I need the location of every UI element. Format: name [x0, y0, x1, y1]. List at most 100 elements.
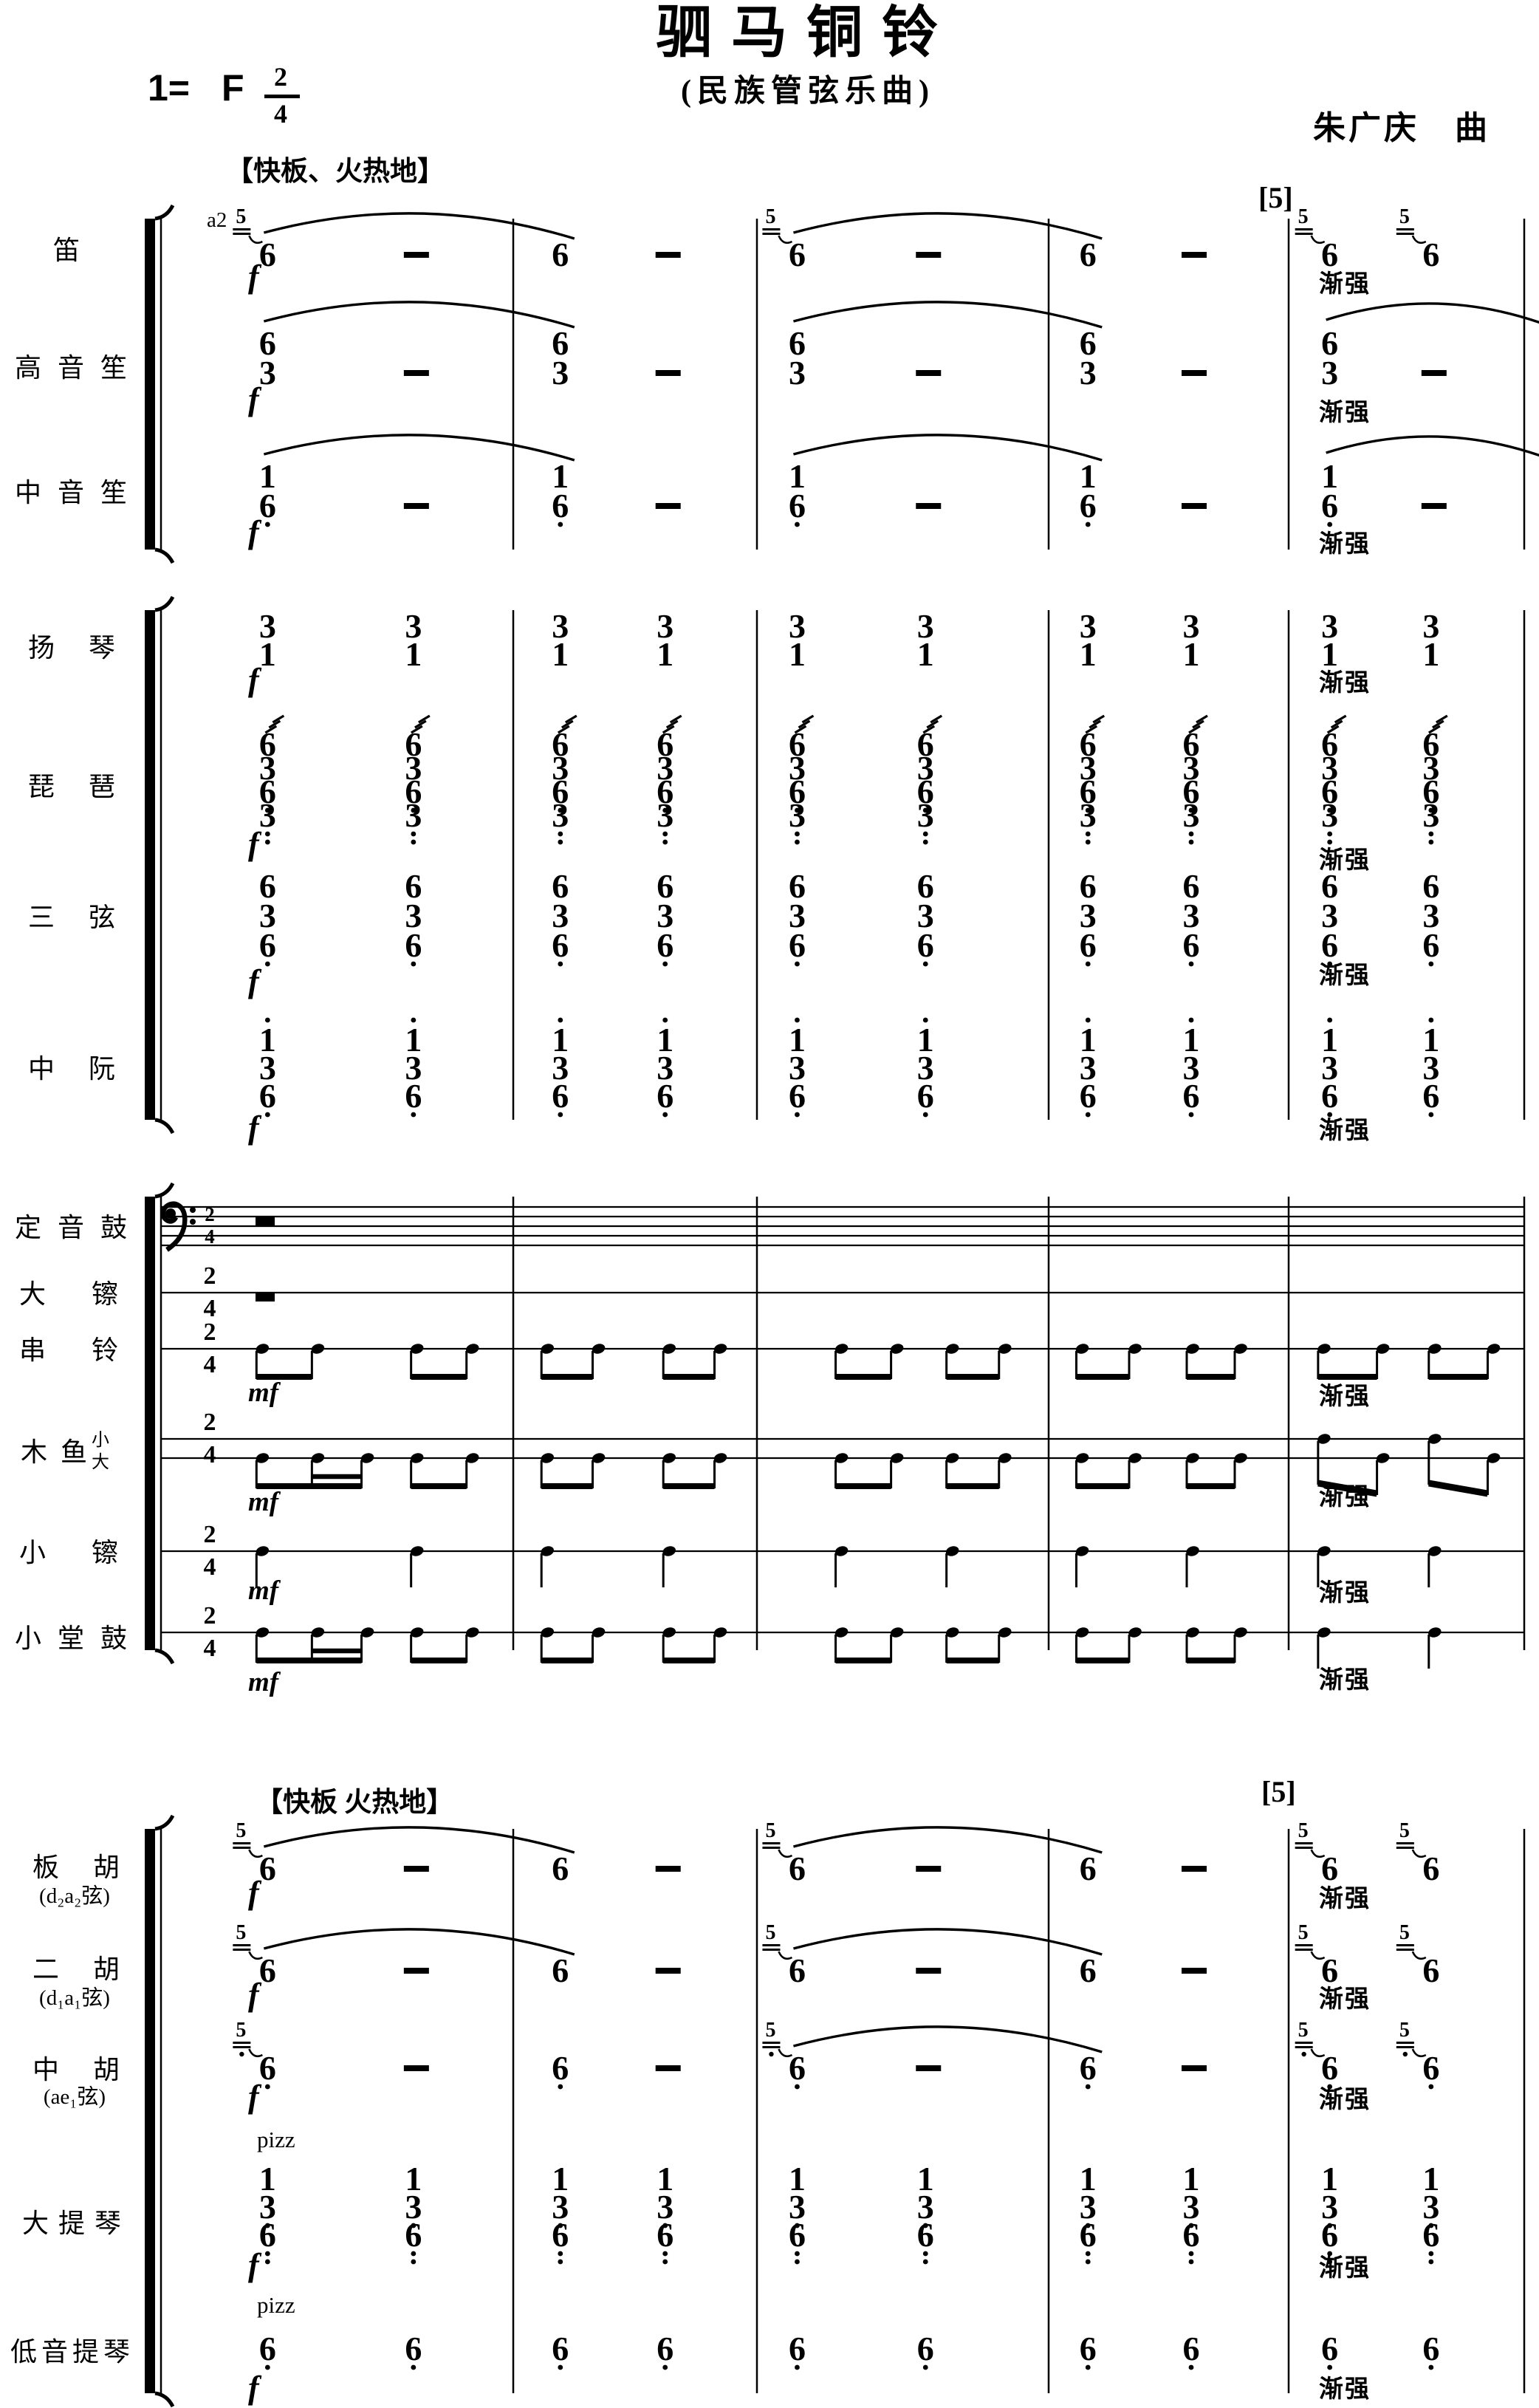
- note-number: 1: [1422, 635, 1440, 673]
- note-number: 3: [1422, 607, 1440, 645]
- note-number: 3: [1422, 749, 1440, 787]
- note-number: 6: [258, 2216, 276, 2254]
- notehead: [1317, 1627, 1331, 1638]
- note-number: 6: [1422, 2330, 1440, 2367]
- octave-dot-below: [1327, 1112, 1333, 1118]
- note-number: 6: [657, 2216, 674, 2254]
- note-number: 1: [258, 1021, 276, 1058]
- note-number: 3: [552, 2188, 569, 2226]
- note-number: 6: [1422, 1850, 1440, 1887]
- slur: [263, 1826, 575, 1854]
- note-number: 6: [258, 324, 276, 362]
- octave-dot-below: [558, 2251, 563, 2257]
- note-number: 6: [258, 926, 276, 964]
- sustain-dash: [916, 2065, 942, 2071]
- note-number: 6: [258, 1077, 276, 1115]
- notehead: [1128, 1453, 1142, 1463]
- sustain-dash: [1182, 503, 1207, 509]
- note-number: 6: [788, 324, 806, 362]
- notehead: [890, 1344, 904, 1354]
- note-number: 6: [1321, 1952, 1339, 1989]
- sustain-dash: [1182, 2065, 1207, 2071]
- note-number: 3: [405, 897, 422, 934]
- time-signature-numerator: 2: [274, 62, 287, 92]
- octave-dot-below: [1085, 2251, 1091, 2257]
- dynamic-f: f: [248, 259, 259, 295]
- note-number: 3: [1182, 1049, 1200, 1087]
- grace-note: 5: [765, 205, 776, 228]
- tremolo-mark: [794, 725, 807, 734]
- notehead: [1427, 1546, 1442, 1556]
- slur: [263, 212, 575, 240]
- note-number: 3: [1182, 749, 1200, 787]
- note-number: 3: [405, 1049, 422, 1087]
- octave-dot-below: [1188, 807, 1194, 813]
- octave-dot-below: [1327, 807, 1333, 813]
- notehead: [465, 1453, 479, 1463]
- composer: 朱广庆 曲: [1313, 110, 1490, 146]
- note-number: 3: [916, 749, 934, 787]
- note-number: 6: [788, 725, 806, 763]
- notehead: [1186, 1344, 1199, 1354]
- note-number: 6: [788, 1850, 806, 1887]
- grace-underline: [233, 1944, 251, 1946]
- grace-hook: [1411, 1951, 1427, 1960]
- note-number: 6: [1422, 773, 1440, 810]
- octave-dot-below: [1428, 2223, 1434, 2229]
- notehead: [834, 1344, 849, 1354]
- note-number: 3: [1182, 796, 1200, 834]
- notehead: [1427, 1344, 1442, 1354]
- octave-dot-below: [558, 831, 563, 837]
- octave-dot-below: [264, 807, 270, 813]
- notehead: [256, 1344, 270, 1354]
- dynamic-mf: mf: [248, 1667, 279, 1697]
- bass-clef-icon: [160, 1201, 188, 1252]
- system-bracket-percussion: [145, 1197, 155, 1650]
- octave-dot-below: [922, 2259, 928, 2265]
- grace-note: 5: [1298, 205, 1309, 228]
- grace-note: 5: [236, 1921, 247, 1944]
- notehead: [465, 1627, 479, 1638]
- time-signature: 2: [203, 1602, 216, 1629]
- slur: [793, 434, 1103, 462]
- note-number: 1: [1422, 2160, 1440, 2197]
- octave-dot-below: [1188, 1112, 1194, 1118]
- octave-dot-below: [411, 807, 417, 813]
- notehead: [834, 1546, 849, 1556]
- pizzicato-label: pizz: [257, 2127, 295, 2152]
- note-number: 1: [1422, 1021, 1440, 1058]
- sustain-dash: [403, 1866, 429, 1872]
- note-number: 6: [552, 926, 569, 964]
- note-number: 6: [1422, 2216, 1440, 2254]
- notehead: [256, 1546, 270, 1556]
- notehead: [256, 1627, 270, 1638]
- octave-dot-above: [1428, 1017, 1434, 1023]
- octave-dot-below: [264, 2251, 270, 2257]
- tremolo-mark: [1085, 725, 1098, 734]
- tremolo-mark: [1326, 725, 1340, 734]
- octave-dot-below: [1085, 831, 1091, 837]
- notehead: [1427, 1627, 1442, 1638]
- note-number: 1: [916, 635, 934, 673]
- note-number: 3: [788, 354, 806, 391]
- crescendo-label: 渐强: [1319, 1118, 1371, 1144]
- grace-underline: [1396, 228, 1414, 230]
- note-number: 6: [552, 1952, 569, 1989]
- notehead: [998, 1627, 1012, 1638]
- tremolo-mark: [798, 719, 811, 729]
- octave-dot-below: [264, 2084, 270, 2090]
- octave-dot-below: [1327, 2259, 1333, 2265]
- note-number: 1: [1321, 1021, 1339, 1058]
- octave-dot-below: [1428, 831, 1434, 837]
- grace-octave-dot: [1402, 2051, 1408, 2057]
- grace-underline: [1295, 2046, 1313, 2048]
- note-number: 6: [1079, 324, 1097, 362]
- note-number: 1: [788, 1021, 806, 1058]
- octave-dot-below: [264, 521, 270, 527]
- instrument-label-chuanling: 串 铃: [19, 1335, 118, 1365]
- note-number: 1: [552, 635, 569, 673]
- notehead: [1427, 1434, 1442, 1444]
- grace-hook: [778, 1849, 793, 1858]
- sustain-dash: [655, 503, 681, 509]
